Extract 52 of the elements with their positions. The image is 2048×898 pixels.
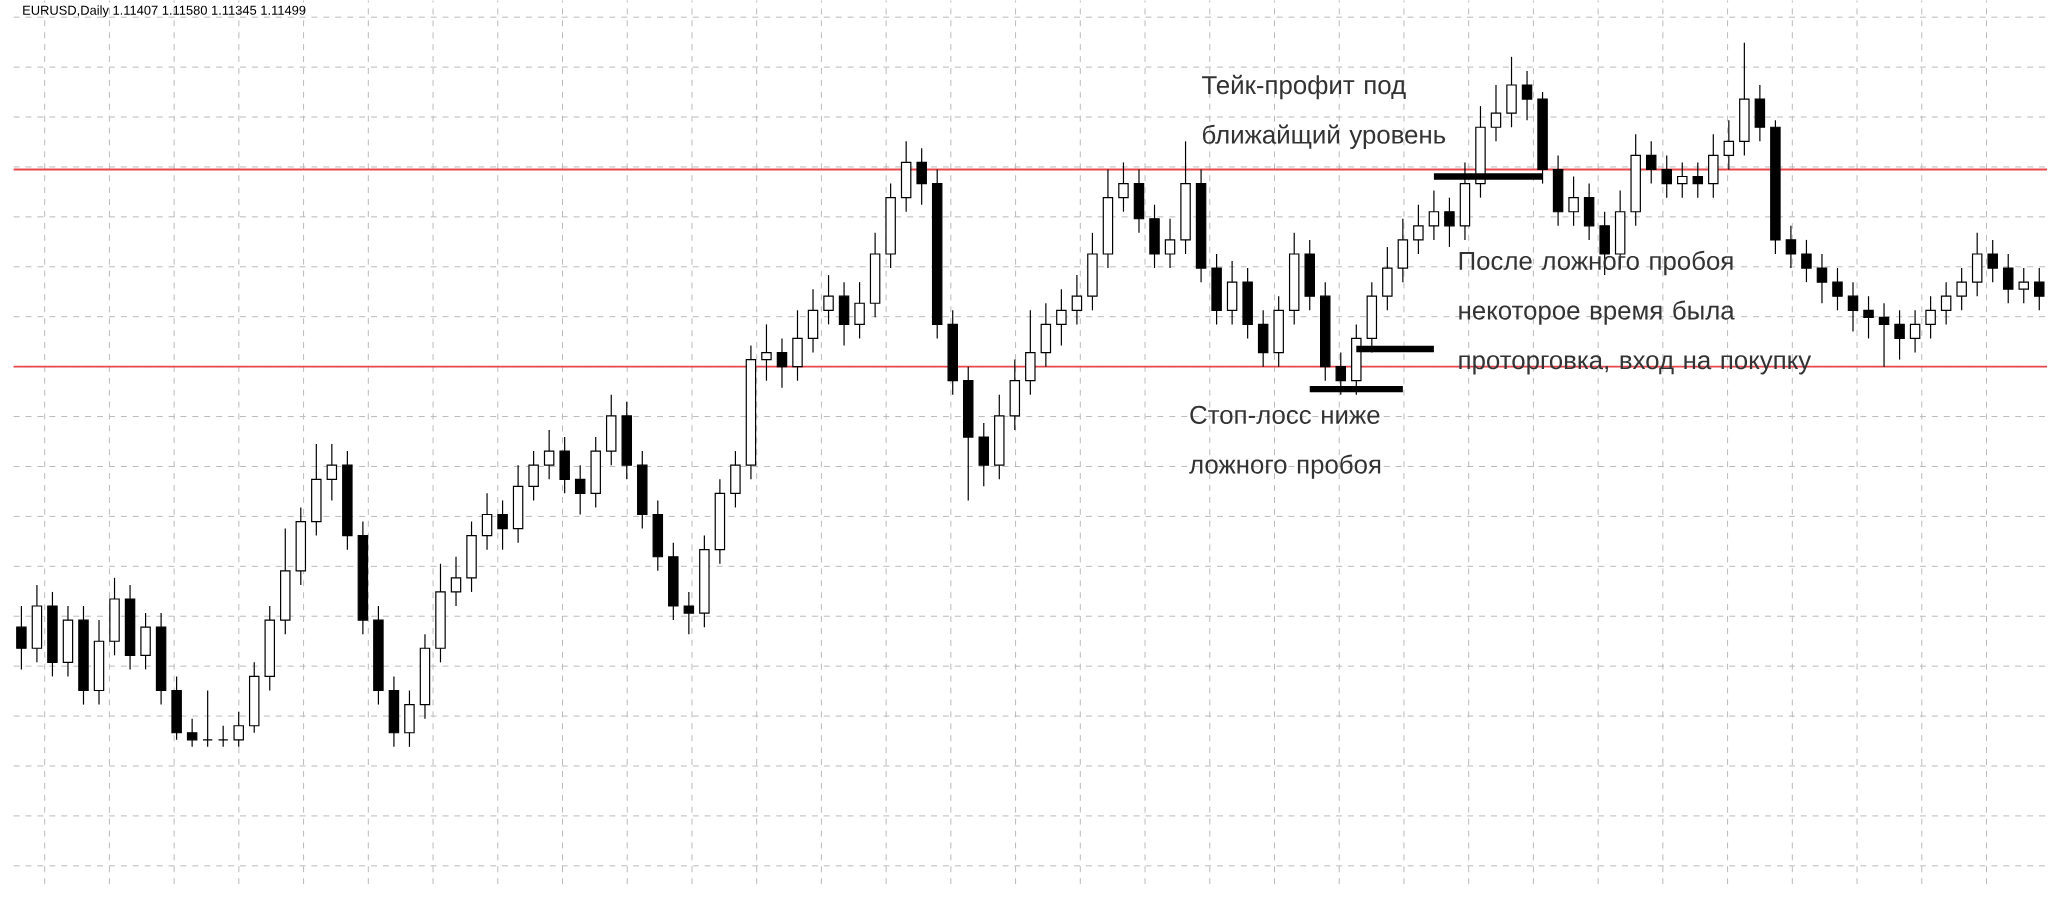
candlestick (1987, 239, 1998, 283)
candlestick (1444, 197, 1455, 248)
candlestick (1164, 218, 1176, 269)
candlestick (1490, 84, 1502, 143)
candlestick (1056, 288, 1067, 347)
candlestick (1645, 140, 1657, 185)
candlestick (1894, 309, 1905, 361)
candlestick (1863, 295, 1874, 340)
candlestick (1428, 190, 1440, 241)
candlestick (497, 499, 508, 551)
candlestick (543, 429, 555, 480)
candlestick (1118, 161, 1129, 213)
candlestick (2002, 253, 2014, 304)
candlestick (186, 718, 198, 748)
candlestick (326, 443, 338, 502)
candlestick (1878, 302, 1890, 368)
candlestick (1816, 253, 1828, 304)
candlestick (1413, 204, 1424, 255)
candlestick (217, 725, 229, 748)
candlestick (683, 591, 695, 635)
candlestick (1661, 154, 1672, 199)
candlestick (823, 274, 834, 326)
candlestick (761, 323, 772, 382)
candlestick (528, 450, 539, 502)
candlestick (1909, 309, 1921, 354)
candlestick (1521, 70, 1533, 121)
candlestick (776, 337, 788, 389)
candlestick (1677, 161, 1688, 199)
chart-title: EURUSD,Daily 1.11407 1.11580 1.11345 1.11499 (23, 5, 306, 18)
candlestick (916, 147, 927, 206)
annotation: Стоп-лосс ниже ложного пробоя (1189, 405, 1381, 479)
candlestick (1832, 267, 1843, 312)
candlestick (1568, 176, 1579, 227)
candlestick (1925, 295, 1936, 340)
annotation: Тейк-профит под ближайщий уровень (1202, 74, 1446, 150)
candlestick (1940, 281, 1952, 326)
candlestick (233, 711, 244, 748)
candlestick (1785, 225, 1797, 269)
candlestick (2034, 267, 2045, 312)
candlestick (1723, 119, 1735, 171)
candlestick (481, 492, 493, 551)
candlestick (1847, 281, 1859, 333)
candlestick (2018, 267, 2029, 304)
candlestick (202, 690, 213, 748)
candlestick (854, 281, 865, 340)
candlestick (1801, 239, 1812, 283)
candlestick (450, 556, 462, 607)
candlestick (16, 605, 27, 671)
candlestick (1956, 267, 1967, 312)
candlestick (574, 464, 586, 516)
candlestick (1071, 274, 1083, 326)
candlestick (1692, 161, 1704, 199)
